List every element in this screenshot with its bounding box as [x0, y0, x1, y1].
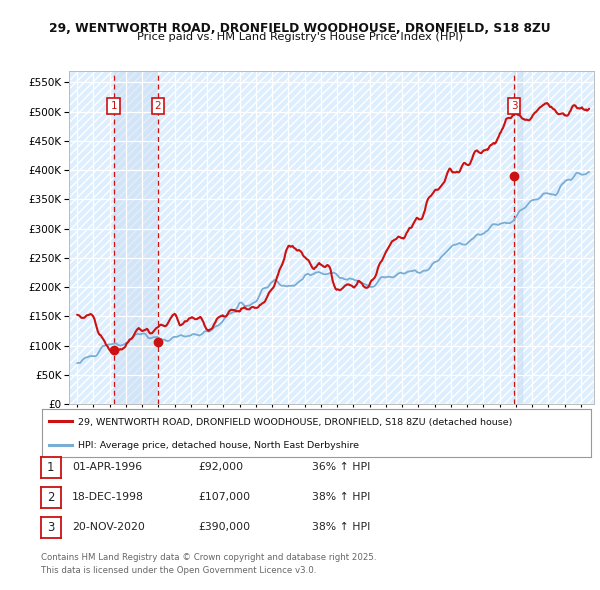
- Text: 3: 3: [47, 521, 55, 534]
- Text: 2: 2: [47, 491, 55, 504]
- Text: 1: 1: [110, 101, 117, 111]
- Bar: [113, 71, 158, 404]
- Text: 1: 1: [47, 461, 55, 474]
- Text: 38% ↑ HPI: 38% ↑ HPI: [312, 493, 370, 502]
- Text: 36% ↑ HPI: 36% ↑ HPI: [312, 463, 370, 472]
- Text: Price paid vs. HM Land Registry's House Price Index (HPI): Price paid vs. HM Land Registry's House …: [137, 32, 463, 42]
- Text: 3: 3: [511, 101, 518, 111]
- Text: 01-APR-1996: 01-APR-1996: [72, 463, 142, 472]
- Text: £390,000: £390,000: [198, 523, 250, 532]
- Text: Contains HM Land Registry data © Crown copyright and database right 2025.
This d: Contains HM Land Registry data © Crown c…: [41, 553, 376, 575]
- Text: £92,000: £92,000: [198, 463, 243, 472]
- Text: HPI: Average price, detached house, North East Derbyshire: HPI: Average price, detached house, Nort…: [77, 441, 359, 450]
- Text: 2: 2: [154, 101, 161, 111]
- Text: 18-DEC-1998: 18-DEC-1998: [72, 493, 144, 502]
- Text: £107,000: £107,000: [198, 493, 250, 502]
- Text: 29, WENTWORTH ROAD, DRONFIELD WOODHOUSE, DRONFIELD, S18 8ZU (detached house): 29, WENTWORTH ROAD, DRONFIELD WOODHOUSE,…: [77, 418, 512, 427]
- Bar: [514, 71, 523, 404]
- Text: 38% ↑ HPI: 38% ↑ HPI: [312, 523, 370, 532]
- Text: 29, WENTWORTH ROAD, DRONFIELD WOODHOUSE, DRONFIELD, S18 8ZU: 29, WENTWORTH ROAD, DRONFIELD WOODHOUSE,…: [49, 22, 551, 35]
- Text: 20-NOV-2020: 20-NOV-2020: [72, 523, 145, 532]
